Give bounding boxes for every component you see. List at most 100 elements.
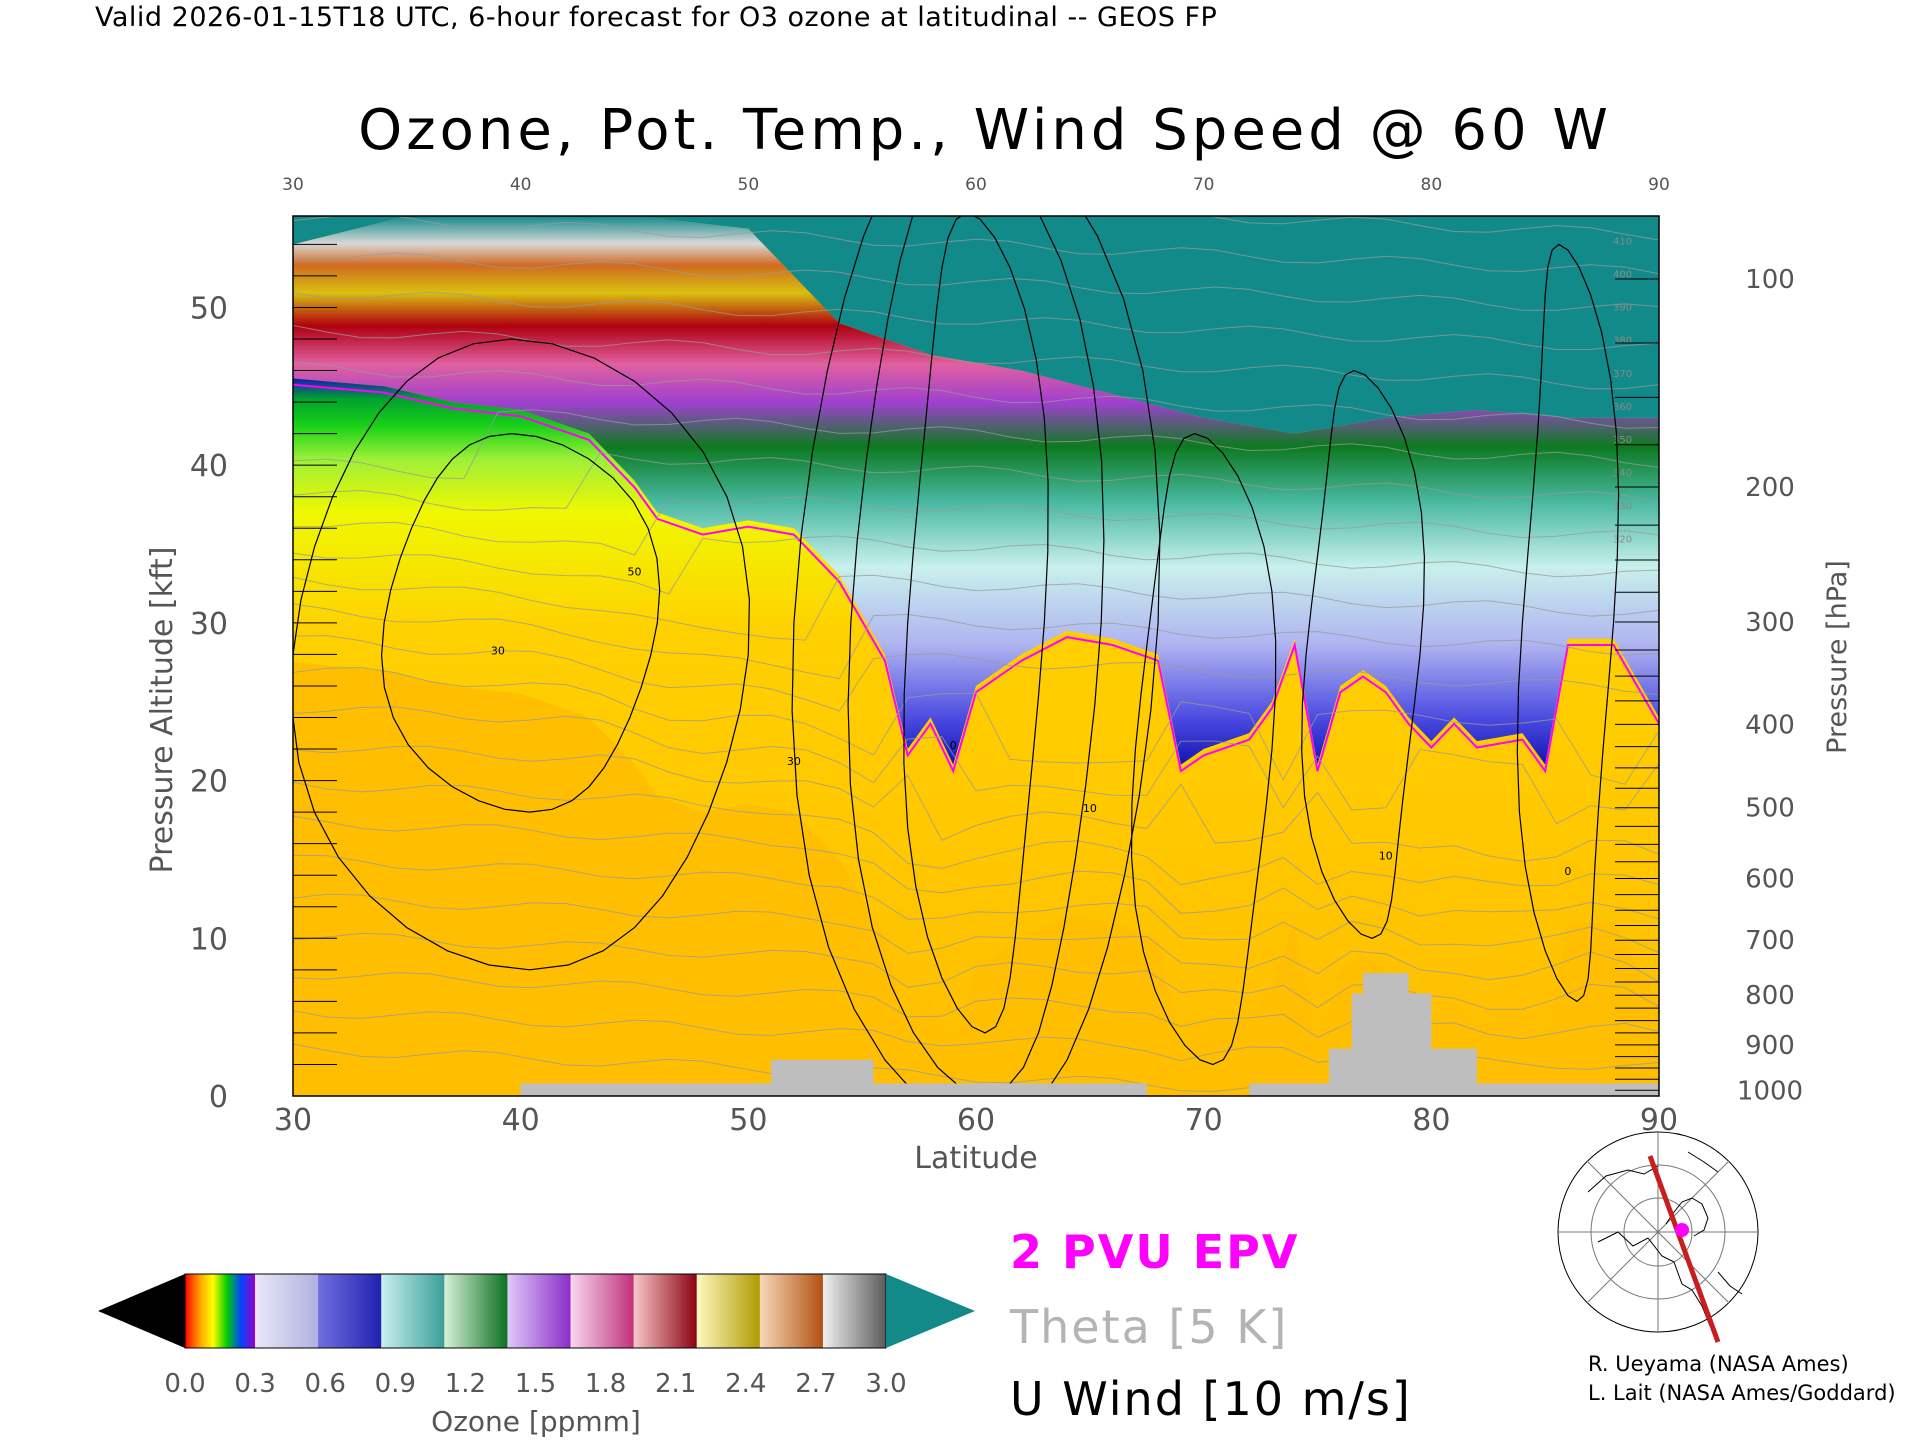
theta-contour-line	[293, 496, 1659, 556]
x-tick-label: 50	[729, 1103, 767, 1138]
theta-contour-line	[293, 535, 1659, 595]
theta-contour-line	[293, 635, 1659, 712]
theta-contour-label: 340	[1613, 468, 1632, 479]
high-ozone-cap	[293, 216, 1659, 434]
u-wind-contour-line	[903, 216, 1049, 1034]
x-top-tick-label: 80	[1421, 175, 1443, 195]
theta-contour-label: 390	[1613, 303, 1632, 314]
credit-line-1: R. Ueyama (NASA Ames)	[1588, 1352, 1849, 1376]
figure-title: Ozone, Pot. Temp., Wind Speed @ 60 W	[358, 98, 1612, 163]
pressure-tick-label: 300	[1745, 608, 1795, 638]
y-tick-label: 0	[209, 1080, 228, 1115]
pressure-tick-label: 600	[1745, 864, 1795, 894]
cross-section-track	[1647, 1155, 1721, 1343]
colorbar-tick-label: 0.0	[164, 1369, 205, 1399]
u-wind-contour-line	[1516, 243, 1620, 1003]
pressure-tick-label: 400	[1745, 710, 1795, 740]
y-tick-label: 10	[190, 922, 228, 957]
pressure-tick-label: 1000	[1737, 1076, 1803, 1106]
u-wind-contour-line	[1130, 432, 1277, 1066]
u-wind-contour-line	[791, 216, 1161, 1096]
y2-axis-title: Pressure [hPa]	[1822, 560, 1853, 754]
theta-contour-line	[293, 574, 1659, 641]
stratospheric-ozone-band	[293, 216, 1659, 765]
colorbar-tick-label: 0.6	[305, 1369, 346, 1399]
colorbar-tick-label: 1.8	[585, 1369, 626, 1399]
theta-contour-line	[293, 972, 1659, 1040]
theta-contours: 410 400 390 380 370 360 350 340 330 320	[293, 216, 1659, 1096]
colorbar-tick-label: 1.2	[445, 1369, 486, 1399]
colorbar-tick-label: 2.7	[795, 1369, 836, 1399]
u-wind-contour-line	[847, 216, 1105, 1096]
y-axis-right: 100 200 300 400 500 600 700 800 900 1000	[1615, 265, 1803, 1106]
pressure-tick-label: 100	[1745, 265, 1795, 295]
colorbar-segment	[696, 1274, 761, 1348]
pressure-tick-label: 800	[1745, 981, 1795, 1011]
colorbar-segment	[444, 1274, 508, 1348]
ozone-colorbar: 0.0 0.3 0.6 0.9 1.2 1.5 1.8 2.1 2.4 2.7 3.0 Ozone …	[98, 1273, 975, 1438]
pressure-tick-label: 900	[1745, 1031, 1795, 1061]
x-axis-bottom: 30 40 50 60 70 80 90	[274, 1103, 1678, 1138]
u-wind-contour-label: 0	[1564, 865, 1571, 878]
theta-contour-label: 410	[1613, 236, 1632, 247]
y-tick-label: 40	[190, 449, 228, 484]
theta-contour-line	[293, 216, 1659, 275]
theta-contour-line	[293, 603, 1659, 680]
colorbar-rainbow-segment	[185, 1274, 255, 1348]
terrain-mask	[293, 973, 1659, 1096]
colorbar-segment	[255, 1274, 319, 1348]
colorbar-segment	[633, 1274, 698, 1348]
x-tick-label: 30	[274, 1103, 312, 1138]
x-tick-label: 60	[957, 1103, 995, 1138]
y-tick-label: 30	[190, 607, 228, 642]
valid-time-header: Valid 2026-01-15T18 UTC, 6-hour forecast…	[95, 2, 1218, 33]
theta-contour-line	[293, 893, 1659, 983]
theta-contour-label: 370	[1613, 369, 1632, 380]
x-tick-label: 40	[502, 1103, 540, 1138]
theta-contour-line	[293, 815, 1659, 920]
theta-contour-line	[293, 409, 1659, 480]
u-wind-contour-line	[1301, 369, 1426, 939]
colorbar-segment	[381, 1274, 445, 1348]
x-top-tick-label: 30	[282, 175, 304, 195]
colorbar-segment	[318, 1274, 382, 1348]
theta-contour-line	[293, 361, 1659, 429]
credits: R. Ueyama (NASA Ames) L. Lait (NASA Ames…	[1588, 1350, 1896, 1408]
colorbar-tick-label: 0.3	[234, 1369, 275, 1399]
pressure-tick-label: 700	[1745, 926, 1795, 956]
u-wind-legend: U Wind [10 m/s]	[1010, 1372, 1412, 1426]
theta-contour-line	[293, 745, 1659, 862]
pressure-tick-label: 200	[1745, 473, 1795, 503]
epv-2pvu-contour	[293, 383, 1659, 774]
u-wind-contour-label: 0	[950, 739, 957, 752]
u-wind-contour-label: 10	[1379, 849, 1393, 862]
x-axis-title: Latitude	[914, 1141, 1037, 1176]
theta-legend: Theta [5 K]	[1010, 1300, 1289, 1354]
u-wind-contour-line	[293, 338, 751, 971]
plot-frame	[292, 215, 1660, 1097]
u-wind-contours: 50 30 30 10 10 0 0	[293, 216, 1620, 1096]
theta-contour-line	[293, 252, 1659, 311]
colorbar-label: Ozone [ppmm]	[431, 1405, 641, 1438]
pole-marker	[1675, 1223, 1689, 1237]
colorbar-tick-label: 3.0	[865, 1369, 906, 1399]
x-top-tick-label: 40	[510, 175, 532, 195]
x-tick-label: 80	[1412, 1103, 1450, 1138]
theta-contour-line	[1207, 216, 1659, 241]
plot-area: 410 400 390 380 370 360 350 340 330 320 50 30 30 10 1…	[293, 216, 1659, 1096]
y-axis-left: 0 10 20 30 40 50	[190, 243, 337, 1115]
colorbar-segment	[822, 1274, 887, 1348]
y-tick-label: 50	[190, 291, 228, 326]
theta-contour-line	[293, 1043, 1528, 1096]
theta-contour-line	[293, 324, 1659, 390]
x-top-tick-label: 60	[965, 175, 987, 195]
theta-contour-line	[293, 781, 1659, 887]
u-wind-contour-label: 30	[491, 644, 505, 657]
colorbar-under-arrow	[98, 1274, 185, 1348]
theta-contour-label: 320	[1613, 534, 1632, 545]
colorbar-tick-label: 0.9	[375, 1369, 416, 1399]
colorbar-over-arrow	[886, 1274, 975, 1348]
theta-contour-line	[293, 291, 1659, 350]
theta-contour-line	[293, 706, 1659, 825]
